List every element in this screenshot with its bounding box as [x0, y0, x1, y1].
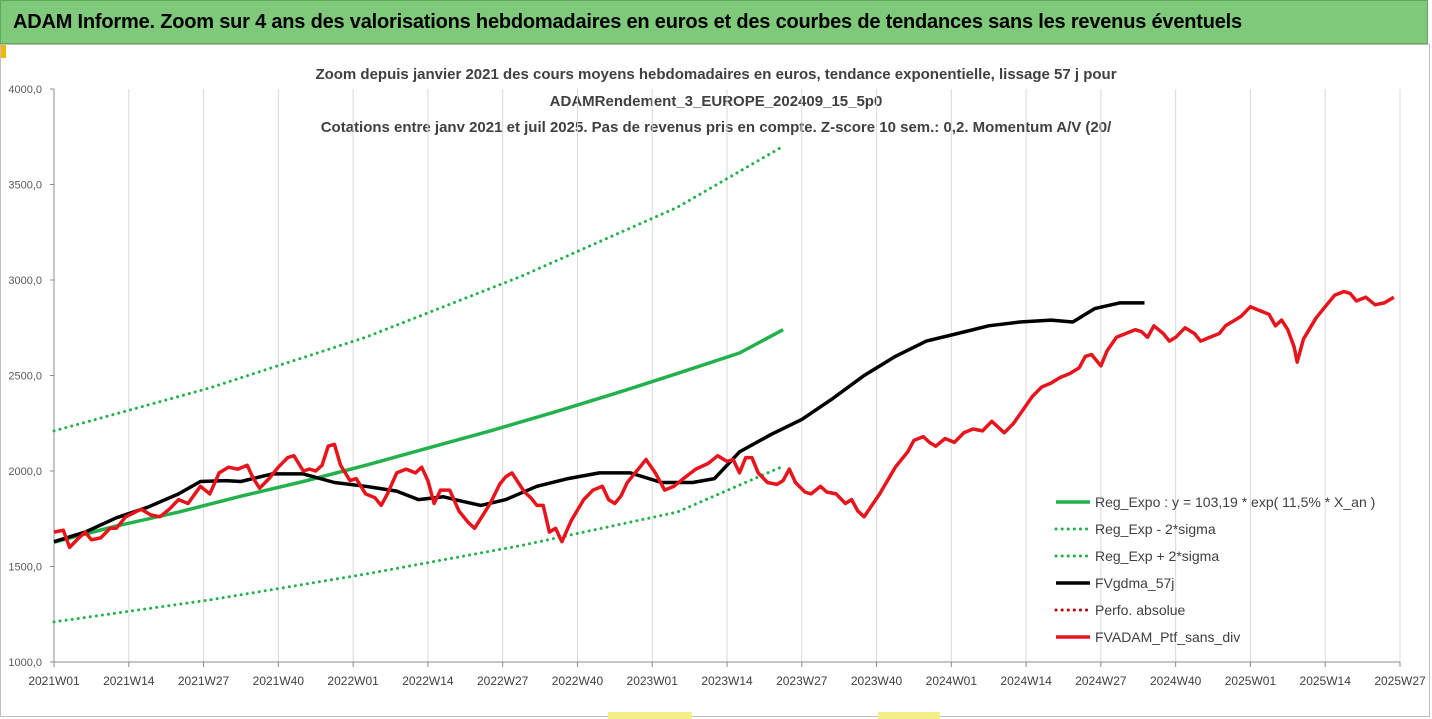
y-tick-label: 1000,0: [8, 657, 42, 669]
y-tick-label: 2500,0: [8, 371, 42, 383]
x-tick-label: 2024W14: [1000, 674, 1052, 688]
x-tick-label: 2021W27: [178, 674, 230, 688]
x-tick-label: 2023W27: [776, 674, 828, 688]
x-tick-label: 2022W14: [402, 674, 454, 688]
series-line: [53, 289, 1395, 550]
x-tick-label: 2024W40: [1150, 674, 1202, 688]
corner-accent: [0, 44, 6, 58]
series-line: [53, 301, 1145, 544]
y-tick-label: 1500,0: [8, 562, 42, 574]
x-tick-label: 2024W27: [1075, 674, 1127, 688]
y-tick-label: 3500,0: [8, 180, 42, 192]
bottom-strip-2: [878, 712, 940, 719]
report-banner: ADAM Informe. Zoom sur 4 ans des valoris…: [0, 0, 1428, 44]
legend-label: Perfo. absolue: [1095, 602, 1185, 618]
y-tick-label: 3000,0: [8, 275, 42, 287]
legend-label: Reg_Exp - 2*sigma: [1095, 521, 1216, 537]
report-title: ADAM Informe. Zoom sur 4 ans des valoris…: [13, 11, 1242, 33]
x-tick-label: 2025W01: [1225, 674, 1277, 688]
x-tick-label: 2022W40: [552, 674, 604, 688]
x-tick-label: 2021W40: [253, 674, 305, 688]
bottom-strip-1: [608, 712, 692, 719]
x-tick-label: 2022W27: [477, 674, 529, 688]
x-tick-label: 2025W27: [1374, 674, 1426, 688]
y-tick-label: 2000,0: [8, 466, 42, 478]
x-tick-label: 2023W14: [701, 674, 753, 688]
x-tick-label: 2023W01: [627, 674, 679, 688]
x-tick-label: 2024W01: [926, 674, 978, 688]
series-line: [52, 464, 785, 624]
series-line: [53, 328, 784, 544]
legend-label: FVADAM_Ptf_sans_div: [1095, 629, 1240, 645]
x-tick-label: 2025W14: [1300, 674, 1352, 688]
y-tick-label: 4000,0: [8, 84, 42, 96]
chart-title-line-1: Zoom depuis janvier 2021 des cours moyen…: [315, 66, 1117, 83]
chart-title-line-2: ADAMRendement_3_EUROPE_202409_15_5p0: [549, 93, 883, 110]
x-tick-label: 2021W14: [103, 674, 155, 688]
legend-label: Reg_Exp + 2*sigma: [1095, 548, 1219, 564]
x-tick-label: 2023W40: [851, 674, 903, 688]
legend-label: Reg_Expo : y = 103,19 * exp( 11,5% * X_a…: [1095, 494, 1375, 510]
chart-frame: [0, 44, 1430, 717]
x-tick-label: 2021W01: [28, 674, 80, 688]
x-tick-label: 2022W01: [327, 674, 379, 688]
series-line: [52, 144, 785, 433]
chart-title-line-3: Cotations entre janv 2021 et juil 2025. …: [320, 119, 1112, 136]
legend-label: FVgdma_57j: [1095, 575, 1174, 591]
